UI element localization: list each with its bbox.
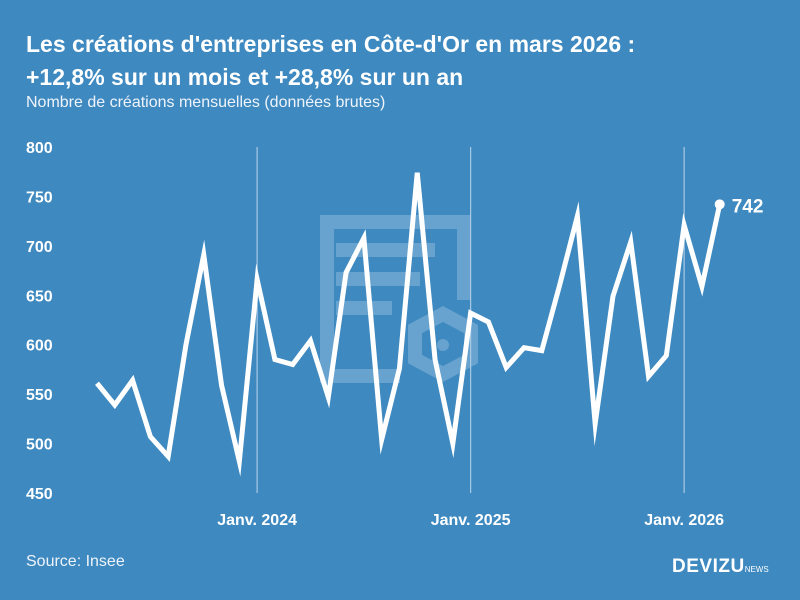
last-point-marker (714, 199, 725, 210)
x-tick-label: Janv. 2024 (217, 512, 297, 529)
brand-suffix: NEWS (744, 565, 769, 574)
y-tick-label: 750 (26, 189, 53, 206)
y-tick-label: 700 (26, 239, 53, 256)
brand-logo: DEVIZUNEWS (672, 556, 769, 578)
y-tick-label: 550 (26, 387, 53, 404)
last-value-label: 742 (732, 196, 764, 217)
title-line-2: +12,8% sur un mois et +28,8% sur un an (26, 64, 464, 90)
brand-name: DEVIZU (672, 556, 745, 577)
x-tick-label: Janv. 2025 (431, 512, 511, 529)
watermark-dot-icon (437, 339, 449, 351)
source-note: Source: Insee (26, 553, 125, 570)
y-tick-label: 500 (26, 437, 53, 454)
chart-subtitle: Nombre de créations mensuelles (données … (26, 94, 386, 111)
y-tick-label: 600 (26, 338, 53, 355)
y-tick-label: 450 (26, 486, 53, 503)
series-line (95, 172, 723, 477)
chart-title: Les créations d'entreprises en Côte-d'Or… (26, 28, 786, 94)
title-line-1: Les créations d'entreprises en Côte-d'Or… (26, 31, 636, 57)
y-tick-label: 650 (26, 288, 53, 305)
y-tick-label: 800 (26, 140, 53, 157)
x-tick-label: Janv. 2026 (644, 512, 724, 529)
